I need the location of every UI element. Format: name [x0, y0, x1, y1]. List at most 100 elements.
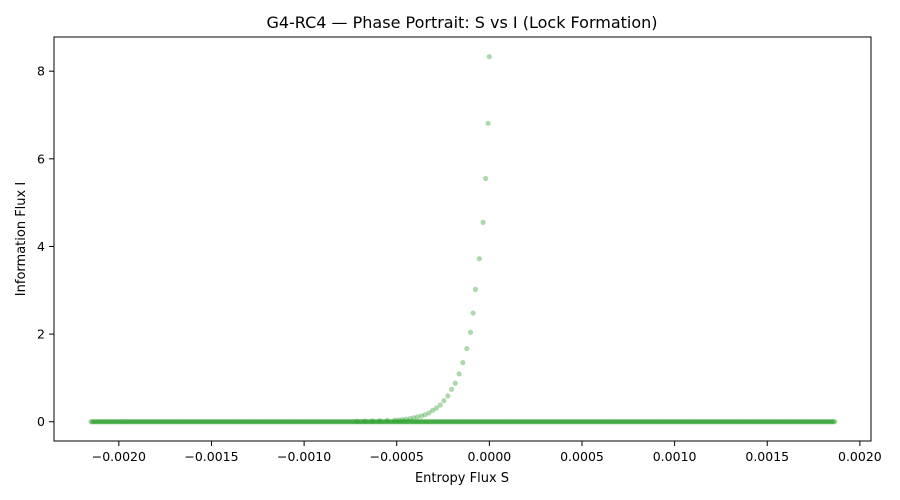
spike-point	[414, 414, 421, 420]
trajectory-point	[818, 419, 824, 425]
trajectory-point	[759, 419, 765, 425]
x-tick-label: −0.0020	[92, 449, 146, 464]
trajectory-point	[777, 419, 783, 425]
trajectory-point	[161, 419, 167, 425]
trajectory-point	[796, 419, 803, 425]
trajectory-point	[116, 419, 122, 425]
trajectory-point	[621, 419, 627, 425]
trajectory-point	[291, 419, 297, 425]
trajectory-point	[739, 419, 745, 425]
trajectory-point	[615, 419, 621, 425]
trajectory-point	[252, 419, 259, 425]
trajectory-point	[231, 419, 237, 425]
trajectory-point	[122, 419, 128, 425]
trajectory-point	[671, 419, 677, 425]
trajectory-point	[769, 419, 775, 425]
trajectory-point	[107, 419, 113, 425]
trajectory-point	[762, 419, 769, 425]
trajectory-point	[267, 419, 273, 425]
trajectory-point	[510, 419, 516, 425]
trajectory-point	[399, 419, 405, 425]
trajectory-point	[613, 419, 619, 425]
trajectory-point	[779, 419, 786, 425]
trajectory-point	[538, 419, 544, 425]
trajectory-point	[166, 419, 172, 425]
trajectory-point	[640, 419, 646, 425]
trajectory-point	[728, 419, 735, 425]
trajectory-point	[134, 419, 141, 425]
trajectory-point	[365, 419, 371, 425]
trajectory-point	[751, 419, 757, 425]
trajectory-point	[802, 419, 808, 425]
trajectory-point	[523, 419, 529, 425]
trajectory-point	[462, 419, 468, 425]
spike-point	[483, 175, 489, 182]
trajectory-point	[461, 419, 467, 425]
trajectory-point	[647, 419, 653, 425]
trajectory-point	[597, 419, 603, 425]
trajectory-point	[681, 419, 687, 425]
trajectory-point	[409, 419, 415, 425]
spike-point	[464, 345, 470, 352]
trajectory-point	[541, 419, 548, 425]
trajectory-point	[663, 419, 669, 425]
trajectory-point	[98, 419, 104, 425]
trajectory-point	[403, 419, 409, 425]
trajectory-point	[471, 419, 477, 425]
y-axis: 0 2 4 6 8	[37, 64, 54, 429]
trajectory-point	[752, 419, 758, 425]
trajectory-point	[742, 419, 748, 425]
trajectory-point	[791, 419, 797, 425]
trajectory-point	[572, 419, 578, 425]
trajectory-point	[282, 419, 288, 425]
trajectory-point	[260, 419, 266, 425]
trajectory-point	[401, 419, 407, 425]
trajectory-point	[743, 419, 749, 425]
trajectory-point	[452, 419, 458, 425]
trajectory-point	[302, 419, 308, 425]
y-tick-label: 2	[37, 327, 45, 342]
trajectory-point	[418, 419, 424, 425]
trajectory-point	[453, 419, 459, 425]
trajectory-point	[498, 419, 504, 425]
trajectory-point	[350, 419, 356, 425]
trajectory-point	[624, 419, 630, 425]
trajectory-point	[570, 419, 576, 425]
trajectory-point	[686, 419, 693, 425]
trajectory-point	[800, 419, 806, 425]
trajectory-point	[562, 419, 568, 425]
trajectory-point	[270, 419, 277, 425]
trajectory-point	[94, 419, 100, 425]
trajectory-point	[832, 419, 838, 425]
trajectory-point	[683, 419, 689, 425]
trajectory-point	[348, 419, 354, 425]
trajectory-point	[485, 419, 491, 425]
trajectory-point	[136, 419, 142, 425]
trajectory-point	[272, 419, 278, 425]
spike-point	[460, 359, 466, 366]
trajectory-point	[733, 419, 739, 425]
trajectory-point	[374, 419, 380, 425]
trajectory-point	[685, 419, 692, 425]
trajectory-point	[154, 419, 160, 425]
trajectory-point	[492, 419, 498, 425]
trajectory-point	[151, 419, 158, 425]
trajectory-point	[614, 419, 620, 425]
trajectory-point	[218, 419, 225, 425]
trajectory-point	[468, 419, 474, 425]
trajectory-point	[744, 419, 750, 425]
trajectory-point	[182, 419, 188, 425]
y-tick-label: 6	[37, 151, 45, 166]
trajectory-point	[165, 419, 171, 425]
trajectory-point	[198, 419, 204, 425]
trajectory-point	[710, 419, 716, 425]
trajectory-point	[337, 419, 344, 425]
trajectory-point	[175, 419, 181, 425]
trajectory-point	[139, 419, 145, 425]
trajectory-point	[476, 419, 482, 425]
trajectory-point	[150, 419, 156, 425]
trajectory-point	[482, 419, 489, 425]
trajectory-point	[699, 419, 705, 425]
trajectory-point	[352, 419, 358, 425]
trajectory-point	[786, 419, 792, 425]
